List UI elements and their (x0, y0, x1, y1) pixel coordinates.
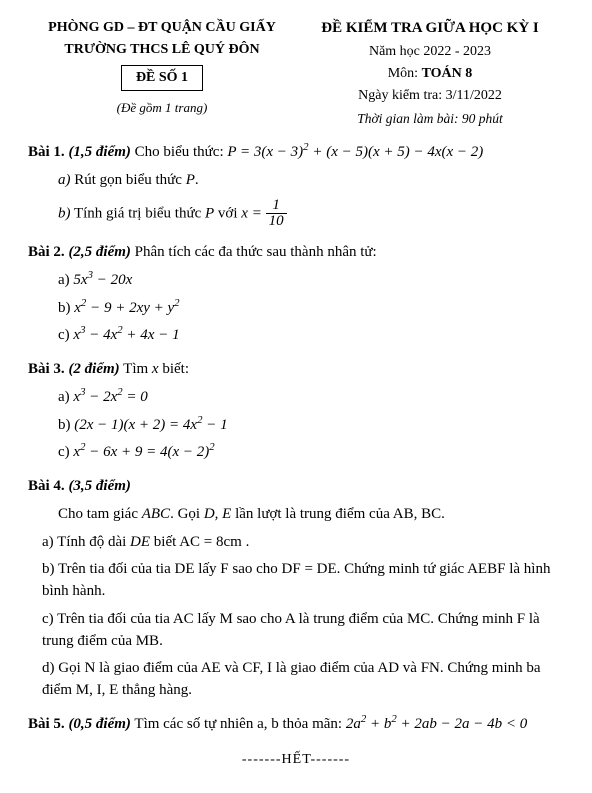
problem-3-label: Bài 3. (28, 361, 65, 377)
problem-1a-var: P (186, 172, 195, 188)
problem-1-label: Bài 1. (28, 144, 65, 160)
problem-4-lead: Bài 4. (3,5 điểm) (28, 476, 564, 498)
problem-4b: b) Trên tia đối của tia DE lấy F sao cho… (28, 559, 564, 603)
problem-3c-label: c) (58, 444, 70, 460)
problem-3a: a) x3 − 2x2 = 0 (28, 387, 564, 409)
problem-1-points: (1,5 điểm) (68, 144, 130, 160)
problem-2-lead: Bài 2. (2,5 điểm) Phân tích các đa thức … (28, 242, 564, 264)
problem-4b-label: b) (42, 561, 55, 577)
problem-4-label: Bài 4. (28, 478, 65, 494)
problem-2: Bài 2. (2,5 điểm) Phân tích các đa thức … (28, 242, 564, 347)
problem-1b: b) Tính giá trị biểu thức P với x = 110 (28, 198, 564, 231)
problem-1b-text: Tính giá trị biểu thức (71, 205, 206, 221)
subject-name: TOÁN 8 (422, 66, 473, 81)
problem-1a-text: Rút gọn biểu thức (71, 172, 186, 188)
problem-3b: b) (2x − 1)(x + 2) = 4x2 − 1 (28, 415, 564, 437)
school-year: Năm học 2022 - 2023 (296, 42, 564, 62)
problem-3b-label: b) (58, 417, 71, 433)
problem-2-points: (2,5 điểm) (68, 244, 130, 260)
exam-number: ĐỀ SỐ 1 (121, 65, 203, 91)
header-right: ĐỀ KIỂM TRA GIỮA HỌC KỲ I Năm học 2022 -… (296, 18, 564, 128)
problem-4-intro: Cho tam giác ABC. Gọi D, E lần lượt là t… (28, 504, 564, 526)
end-marker: -------HẾT------- (28, 750, 564, 770)
problem-3-points: (2 điểm) (68, 361, 119, 377)
problem-1a: a) Rút gọn biểu thức P. (28, 170, 564, 192)
problem-4c: c) Trên tia đối của tia AC lấy M sao cho… (28, 609, 564, 653)
problem-4d-label: d) (42, 660, 55, 676)
problem-2a-label: a) (58, 272, 70, 288)
exam-title: ĐỀ KIỂM TRA GIỮA HỌC KỲ I (296, 18, 564, 40)
problem-4-points: (3,5 điểm) (68, 478, 130, 494)
subject-prefix: Môn: (388, 66, 422, 81)
problem-2c: c) x3 − 4x2 + 4x − 1 (28, 325, 564, 347)
fraction: 110 (266, 198, 287, 231)
problem-2b-label: b) (58, 300, 71, 316)
subject: Môn: TOÁN 8 (296, 64, 564, 84)
problem-1: Bài 1. (1,5 điểm) Cho biểu thức: P = 3(x… (28, 142, 564, 230)
school: TRƯỜNG THCS LÊ QUÝ ĐÔN (28, 40, 296, 60)
page-count: (Đề gồm 1 trang) (28, 99, 296, 118)
problem-5-label: Bài 5. (28, 716, 65, 732)
problem-4a: a) Tính độ dài DE biết AC = 8cm . (28, 532, 564, 554)
problem-2-label: Bài 2. (28, 244, 65, 260)
problem-3-lead: Bài 3. (2 điểm) Tìm x biết: (28, 359, 564, 381)
problem-4d: d) Gọi N là giao điểm của AE và CF, I là… (28, 658, 564, 702)
problem-5-points: (0,5 điểm) (68, 716, 130, 732)
header: PHÒNG GD – ĐT QUẬN CẦU GIẤY TRƯỜNG THCS … (28, 18, 564, 128)
problem-3a-label: a) (58, 389, 70, 405)
duration: Thời gian làm bài: 90 phút (296, 109, 564, 129)
problem-1a-label: a) (58, 172, 71, 188)
problem-5-lead: Bài 5. (0,5 điểm) Tìm các số tự nhiên a,… (28, 714, 564, 736)
problem-1-text: Cho biểu thức: (131, 144, 227, 160)
problem-1b-label: b) (58, 205, 71, 221)
problem-5: Bài 5. (0,5 điểm) Tìm các số tự nhiên a,… (28, 714, 564, 736)
department: PHÒNG GD – ĐT QUẬN CẦU GIẤY (28, 18, 296, 38)
problem-4a-label: a) (42, 534, 54, 550)
problem-4: Bài 4. (3,5 điểm) Cho tam giác ABC. Gọi … (28, 476, 564, 702)
problem-3c: c) x2 − 6x + 9 = 4(x − 2)2 (28, 442, 564, 464)
problem-4c-label: c) (42, 611, 54, 627)
exam-date: Ngày kiểm tra: 3/11/2022 (296, 86, 564, 106)
problem-2a: a) 5x3 − 20x (28, 270, 564, 292)
problem-1-expr: P = 3(x − 3)2 + (x − 5)(x + 5) − 4x(x − … (227, 144, 483, 160)
problem-2c-label: c) (58, 327, 70, 343)
problem-2-text: Phân tích các đa thức sau thành nhân tử: (131, 244, 377, 260)
problem-1-lead: Bài 1. (1,5 điểm) Cho biểu thức: P = 3(x… (28, 142, 564, 164)
problem-3: Bài 3. (2 điểm) Tìm x biết: a) x3 − 2x2 … (28, 359, 564, 464)
problem-2b: b) x2 − 9 + 2xy + y2 (28, 298, 564, 320)
header-left: PHÒNG GD – ĐT QUẬN CẦU GIẤY TRƯỜNG THCS … (28, 18, 296, 128)
